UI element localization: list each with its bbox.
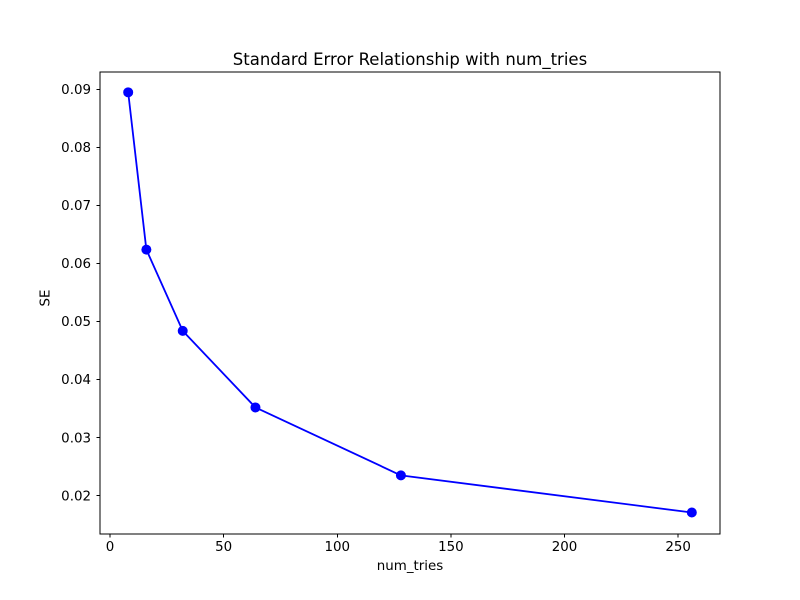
data-point-8	[123, 87, 134, 98]
x-tick-label: 100	[324, 540, 350, 555]
se-line	[127, 92, 692, 514]
data-point-32	[177, 325, 188, 336]
y-tick-label: 0.07	[61, 199, 91, 214]
x-tick-label: 200	[552, 540, 578, 555]
y-tick-label: 0.08	[61, 141, 91, 156]
y-tick-label: 0.09	[61, 83, 91, 98]
y-tick-label: 0.03	[61, 431, 91, 446]
y-tick-label: 0.04	[61, 373, 91, 388]
x-tick-label: 150	[438, 540, 464, 555]
y-tick-label: 0.06	[61, 257, 91, 272]
x-axis-label: num_tries	[376, 559, 444, 574]
y-tick-label: 0.05	[61, 315, 91, 330]
data-point-256	[686, 507, 697, 518]
x-tick-label: 50	[215, 540, 232, 555]
data-point-64	[250, 402, 261, 413]
plot-frame	[99, 71, 721, 535]
data-point-128	[395, 470, 406, 481]
x-tick-label: 250	[665, 540, 691, 555]
data-point-16	[141, 244, 152, 255]
chart-title: Standard Error Relationship with num_tri…	[232, 50, 588, 69]
y-tick-label: 0.02	[61, 489, 91, 504]
x-tick-label: 0	[106, 540, 115, 555]
